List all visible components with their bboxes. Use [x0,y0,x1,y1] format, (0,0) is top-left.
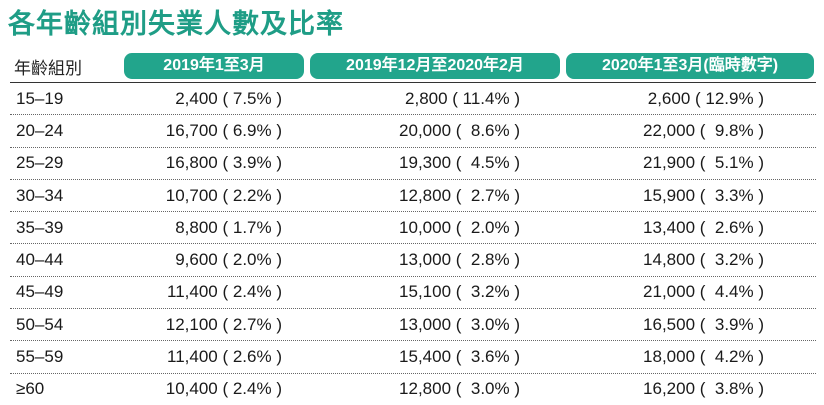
row-age-group: 35–39 [16,217,64,237]
row-age-group: 30–34 [16,185,64,205]
row-2019-jan-mar: 11,400 ( 2.6% ) [167,347,282,367]
row-2019-dec-2020-feb: 13,000 ( 2.8% ) [399,250,520,270]
row-2020-jan-mar: 14,800 ( 3.2% ) [643,250,764,270]
row-age-group: 40–44 [16,250,64,270]
table-row: 30–34 10,700 ( 2.2% ) 12,800 ( 2.7% ) 15,90… [10,180,816,213]
row-2020-jan-mar: 16,200 ( 3.8% ) [643,379,764,399]
table-row: 55–59 11,400 ( 2.6% ) 15,400 ( 3.6% ) 18,00… [10,341,816,374]
table-row: 45–49 11,400 ( 2.4% ) 15,100 ( 3.2% ) 21,00… [10,277,816,310]
row-age-group: 55–59 [16,347,64,367]
table-row: 40–44 9,600 ( 2.0% ) 13,000 ( 2.8% ) 14,800… [10,244,816,277]
row-age-group: 25–29 [16,153,64,173]
row-2019-dec-2020-feb: 2,800 ( 11.4% ) [405,88,520,108]
row-2019-dec-2020-feb: 15,400 ( 3.6% ) [399,347,520,367]
table-header-row: 年齡組別 2019年1至3月 2019年12月至2020年2月 2020年1至3… [10,50,816,83]
row-2020-jan-mar: 21,000 ( 4.4% ) [643,282,764,302]
row-2020-jan-mar: 13,400 ( 2.6% ) [643,217,764,237]
row-2019-jan-mar: 8,800 ( 1.7% ) [175,217,282,237]
row-2020-jan-mar: 18,000 ( 4.2% ) [643,347,764,367]
row-age-group: 45–49 [16,282,64,302]
row-2019-jan-mar: 16,700 ( 6.9% ) [165,120,282,140]
table-row: 15–19 2,400 ( 7.5% ) 2,800 ( 11.4% ) 2,600 … [10,83,816,116]
row-2019-dec-2020-feb: 12,800 ( 2.7% ) [399,185,520,205]
row-2019-jan-mar: 10,700 ( 2.2% ) [165,185,282,205]
row-2019-dec-2020-feb: 12,800 ( 3.0% ) [399,379,520,399]
row-age-group: ≥60 [16,379,45,399]
table-row: 35–39 8,800 ( 1.7% ) 10,000 ( 2.0% ) 13,400… [10,212,816,245]
table-row: 20–24 16,700 ( 6.9% ) 20,000 ( 8.6% ) 22,00… [10,115,816,148]
row-2020-jan-mar: 16,500 ( 3.9% ) [643,314,764,334]
table-row: ≥60 10,400 ( 2.4% ) 12,800 ( 3.0% ) 16,200 … [10,374,816,405]
row-2019-jan-mar: 12,100 ( 2.7% ) [165,314,282,334]
header-age-group: 年齡組別 [14,58,82,79]
row-2020-jan-mar: 15,900 ( 3.3% ) [643,185,764,205]
row-2019-dec-2020-feb: 20,000 ( 8.6% ) [399,120,520,140]
row-2019-jan-mar: 2,400 ( 7.5% ) [175,88,282,108]
table-row: 25–29 16,800 ( 3.9% ) 19,300 ( 4.5% ) 21,90… [10,148,816,180]
row-2019-jan-mar: 16,800 ( 3.9% ) [165,153,282,173]
row-2019-dec-2020-feb: 19,300 ( 4.5% ) [399,153,520,173]
page-title: 各年齡組別失業人數及比率 [8,9,344,40]
table-body: 15–19 2,400 ( 7.5% ) 2,800 ( 11.4% ) 2,600 … [10,83,816,405]
header-2019-jan-mar: 2019年1至3月 [124,53,304,79]
row-2020-jan-mar: 22,000 ( 9.8% ) [643,120,764,140]
row-2019-jan-mar: 9,600 ( 2.0% ) [175,250,282,270]
header-2020-jan-mar-provisional: 2020年1至3月(臨時數字) [566,53,814,79]
row-2019-jan-mar: 10,400 ( 2.4% ) [165,379,282,399]
row-2019-dec-2020-feb: 13,000 ( 3.0% ) [399,314,520,334]
row-2019-dec-2020-feb: 15,100 ( 3.2% ) [399,282,520,302]
header-2019-dec-2020-feb: 2019年12月至2020年2月 [310,53,560,79]
row-age-group: 20–24 [16,120,64,140]
row-age-group: 50–54 [16,314,64,334]
row-2020-jan-mar: 21,900 ( 5.1% ) [643,153,764,173]
row-2019-dec-2020-feb: 10,000 ( 2.0% ) [399,217,520,237]
row-2020-jan-mar: 2,600 ( 12.9% ) [647,88,764,108]
row-age-group: 15–19 [16,88,64,108]
table-row: 50–54 12,100 ( 2.7% ) 13,000 ( 3.0% ) 16,50… [10,309,816,342]
row-2019-jan-mar: 11,400 ( 2.4% ) [167,282,282,302]
unemployment-table: 年齡組別 2019年1至3月 2019年12月至2020年2月 2020年1至3… [10,50,816,405]
